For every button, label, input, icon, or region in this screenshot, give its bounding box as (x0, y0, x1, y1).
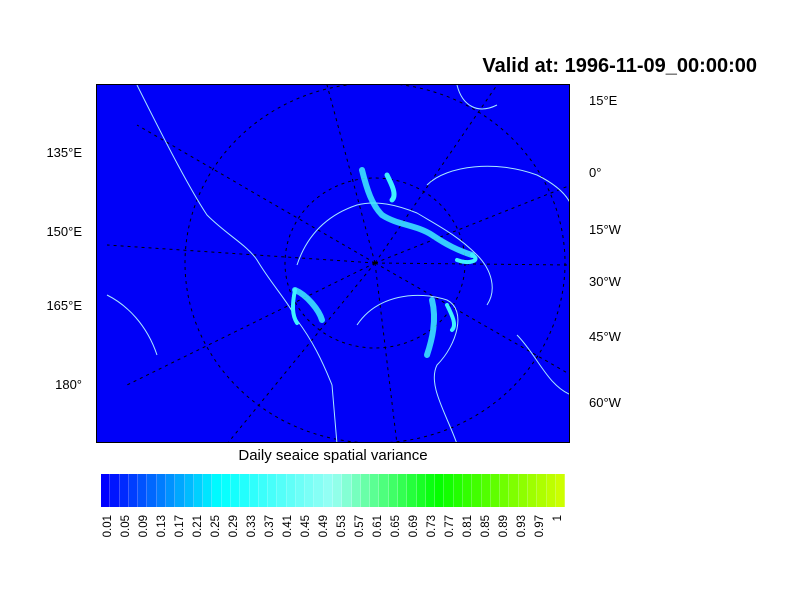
colorbar-box (277, 474, 287, 507)
colorbar-title: Daily seaice spatial variance (238, 447, 428, 464)
colorbar-tick-label: 0.17 (174, 515, 186, 538)
colorbar-tick-label: 0.57 (354, 515, 366, 538)
colorbar-tick-label: 0.73 (426, 515, 438, 538)
colorbar-box (546, 474, 556, 507)
colorbar-tick-label: 0.81 (462, 515, 474, 538)
colorbar-tick-label: 0.05 (120, 515, 132, 538)
lon-label-right: 60°W (589, 395, 621, 410)
colorbar-box (351, 474, 361, 507)
colorbar-box (138, 474, 148, 507)
coastlines (106, 85, 569, 442)
colorbar-box (398, 474, 408, 507)
colorbar-box (509, 474, 519, 507)
colorbar-box (490, 474, 501, 507)
lon-label-right: 15°W (589, 222, 621, 237)
colorbar-box (472, 474, 482, 507)
map-panel (96, 84, 570, 443)
colorbar-box (537, 474, 547, 507)
colorbar-tick-label: 1 (552, 515, 564, 522)
lon-label-left: 180° (55, 377, 82, 392)
colorbar-box (425, 474, 436, 507)
colorbar-box (110, 474, 120, 507)
colorbar-box (165, 474, 176, 507)
colorbar-box (203, 474, 213, 507)
colorbar-box (360, 474, 371, 507)
colorbar-box (555, 474, 566, 507)
colorbar-box (323, 474, 334, 507)
colorbar-tick-label: 0.53 (336, 515, 348, 538)
colorbar-box (379, 474, 389, 507)
colorbar-box (119, 474, 129, 507)
colorbar-box (193, 474, 204, 507)
colorbar-box (268, 474, 278, 507)
colorbar-box (416, 474, 426, 507)
colorbar-tick-label: 0.25 (210, 515, 222, 538)
colorbar-box (407, 474, 417, 507)
colorbar-tick-label: 0.69 (408, 515, 420, 538)
colorbar-tick-label: 0.65 (390, 515, 402, 538)
colorbar-box (333, 474, 343, 507)
colorbar-box (212, 474, 222, 507)
colorbar-box (370, 474, 380, 507)
colorbar-box (249, 474, 259, 507)
colorbar-labels: 0.01 0.05 0.09 0.13 0.17 0.21 0.25 0.29 0.33 0.37… (101, 515, 565, 555)
colorbar-tick-label: 0.45 (300, 515, 312, 538)
colorbar-box (230, 474, 241, 507)
colorbar-box (147, 474, 157, 507)
colorbar-tick-label: 0.77 (444, 515, 456, 538)
lon-label-right: 30°W (589, 274, 621, 289)
colorbar-box (314, 474, 324, 507)
lon-label-right: 0° (589, 165, 602, 180)
colorbar-box (240, 474, 250, 507)
colorbar-tick-label: 0.01 (102, 515, 114, 538)
colorbar-tick-label: 0.49 (318, 515, 330, 538)
variance-bands (290, 167, 478, 358)
colorbar-tick-label: 0.29 (228, 515, 240, 538)
colorbar-box (342, 474, 352, 507)
graticule (106, 85, 569, 442)
colorbar-box (500, 474, 510, 507)
colorbar-box (435, 474, 445, 507)
colorbar-tick-label: 0.89 (498, 515, 510, 538)
colorbar-box (286, 474, 296, 507)
colorbar-tick-label: 0.21 (192, 515, 204, 538)
colorbar-box (221, 474, 231, 507)
colorbar-tick-label: 0.85 (480, 515, 492, 538)
colorbar-tick-label: 0.93 (516, 515, 528, 538)
colorbar-tick-label: 0.61 (372, 515, 384, 538)
colorbar-box (128, 474, 139, 507)
lon-label-left: 165°E (46, 298, 82, 313)
colorbar-tick-label: 0.33 (246, 515, 258, 538)
colorbar-tick-label: 0.41 (282, 515, 294, 538)
colorbar-box (388, 474, 398, 507)
lon-label-left: 135°E (46, 145, 82, 160)
colorbar-box (444, 474, 454, 507)
colorbar-box (295, 474, 306, 507)
colorbar (101, 474, 566, 507)
plot-title: Valid at: 1996-11-09_00:00:00 (482, 55, 757, 77)
colorbar-box (518, 474, 528, 507)
colorbar-box (305, 474, 315, 507)
colorbar-box (462, 474, 473, 507)
lon-label-right: 15°E (589, 93, 618, 108)
colorbar-box (156, 474, 166, 507)
map-canvas (106, 85, 569, 442)
colorbar-box (481, 474, 491, 507)
colorbar-box (101, 474, 111, 507)
colorbar-tick-label: 0.37 (264, 515, 276, 538)
colorbar-box (175, 474, 185, 507)
colorbar-tick-label: 0.13 (156, 515, 168, 538)
colorbar-box (527, 474, 538, 507)
colorbar-tick-label: 0.97 (534, 515, 546, 538)
colorbar-box (453, 474, 463, 507)
colorbar-box (258, 474, 269, 507)
lon-label-left: 150°E (46, 224, 82, 239)
colorbar-tick-label: 0.09 (138, 515, 150, 538)
colorbar-box (184, 474, 194, 507)
lon-label-right: 45°W (589, 329, 621, 344)
